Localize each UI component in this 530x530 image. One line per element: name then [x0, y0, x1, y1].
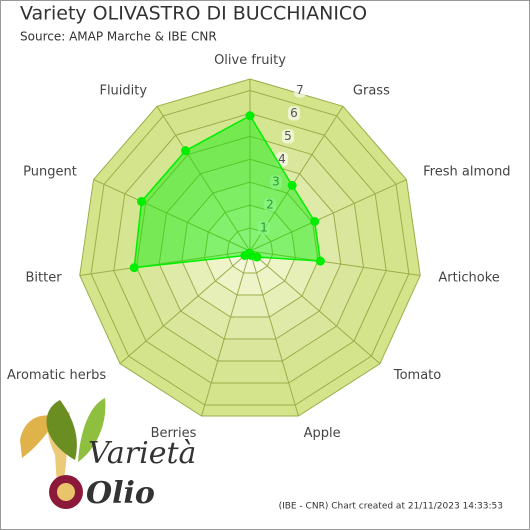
tick-bg: [258, 221, 270, 236]
axis-label: Artichoke: [438, 271, 499, 286]
data-point: [310, 216, 320, 226]
tick-label: 5: [284, 129, 292, 143]
spoke: [93, 179, 251, 252]
tick-bg: [288, 106, 300, 121]
axis-label: Grass: [353, 83, 390, 98]
axis-label: Pungent: [23, 164, 77, 179]
tick-bg: [282, 129, 294, 144]
spoke: [156, 106, 251, 252]
tick-label: 7: [296, 83, 304, 97]
data-point: [137, 196, 147, 206]
tick-bg: [264, 198, 276, 213]
spoke: [249, 250, 381, 365]
tick-label: 3: [272, 175, 280, 189]
axis-label: Apple: [304, 426, 341, 441]
axis-label: Olive fruity: [214, 53, 286, 68]
spoke: [249, 179, 407, 252]
tick-label: 2: [266, 198, 274, 212]
spoke: [249, 250, 299, 417]
data-point: [287, 180, 297, 190]
axis-label: Fresh almond: [423, 164, 510, 179]
axis-label: Tomato: [393, 368, 441, 383]
spoke: [119, 250, 251, 365]
tick-bg: [270, 175, 282, 190]
chart-subtitle: Source: AMAP Marche & IBE CNR: [20, 30, 217, 44]
axis-label: Bitter: [26, 271, 63, 286]
spoke: [249, 250, 421, 276]
data-point: [181, 146, 191, 156]
data-point: [240, 251, 250, 261]
tick-label: 4: [278, 152, 286, 166]
tick-bg: [294, 83, 306, 98]
axis-label: Berries: [151, 426, 197, 441]
data-point: [129, 263, 139, 273]
footer: (IBE - CNR) Chart created at 21/11/2023 …: [279, 502, 503, 512]
radar-grid: [79, 78, 421, 417]
axis-label: Fluidity: [99, 83, 147, 98]
axis-label: Aromatic herbs: [7, 368, 106, 383]
data-point: [245, 111, 255, 121]
logo-top: Varietà: [88, 436, 196, 471]
tick-label: 1: [260, 221, 268, 235]
chart-title: Variety OLIVASTRO DI BUCCHIANICO: [20, 3, 367, 25]
tick-label: 6: [290, 106, 298, 120]
logo: Varietà Olio: [20, 398, 196, 511]
logo-bottom: Olio: [86, 476, 155, 511]
spoke: [201, 250, 251, 417]
spoke: [79, 250, 251, 276]
data-point: [315, 256, 325, 266]
